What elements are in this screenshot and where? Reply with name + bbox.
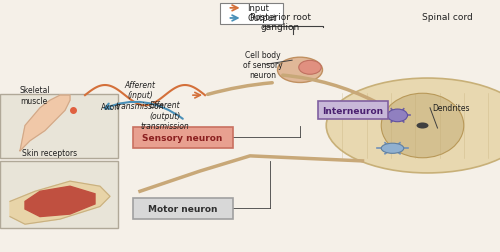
Text: Skin receptors: Skin receptors <box>22 149 78 158</box>
Circle shape <box>416 123 428 129</box>
Polygon shape <box>25 186 95 217</box>
FancyBboxPatch shape <box>220 4 282 25</box>
Text: Motor neuron: Motor neuron <box>148 204 217 213</box>
Ellipse shape <box>299 61 321 75</box>
FancyBboxPatch shape <box>0 94 118 159</box>
Text: Dendrites: Dendrites <box>432 104 470 113</box>
Text: Sensory neuron: Sensory neuron <box>142 134 222 142</box>
Text: Interneuron: Interneuron <box>322 106 383 115</box>
Text: Cell body
of sensory
neuron: Cell body of sensory neuron <box>242 50 282 80</box>
FancyBboxPatch shape <box>132 198 232 219</box>
FancyBboxPatch shape <box>318 102 388 120</box>
Ellipse shape <box>278 58 322 83</box>
FancyBboxPatch shape <box>132 127 232 149</box>
Ellipse shape <box>388 110 407 122</box>
Ellipse shape <box>382 94 464 158</box>
FancyBboxPatch shape <box>0 161 118 228</box>
Text: Output: Output <box>248 14 277 23</box>
Polygon shape <box>20 96 70 151</box>
Ellipse shape <box>381 144 404 154</box>
Text: Afferent
(input)
transmission: Afferent (input) transmission <box>116 81 164 110</box>
Text: Axon: Axon <box>100 103 119 112</box>
Text: Input: Input <box>248 4 270 13</box>
Text: Spinal cord: Spinal cord <box>422 13 473 22</box>
Polygon shape <box>10 181 110 224</box>
Text: Posterior root
ganglion: Posterior root ganglion <box>250 13 310 32</box>
Text: Efferent
(output)
transmission: Efferent (output) transmission <box>140 101 190 131</box>
Ellipse shape <box>326 79 500 173</box>
Text: Skeletal
muscle: Skeletal muscle <box>20 86 50 105</box>
